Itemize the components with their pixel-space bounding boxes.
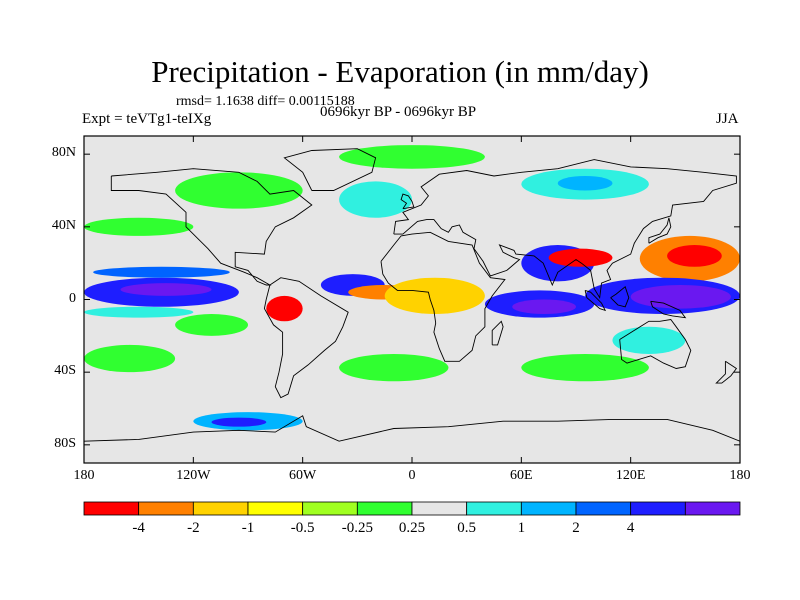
anomaly-amazon-dry <box>266 295 303 322</box>
anomaly-siberia-light <box>557 175 613 191</box>
anomaly-itcz-pacific-north <box>93 266 230 278</box>
colorbar-label: -0.5 <box>290 520 315 536</box>
colorbar-swatch <box>411 501 468 516</box>
anomaly-north-pacific-band <box>84 217 194 236</box>
colorbar-swatch <box>356 501 413 516</box>
colorbar-label: 0.25 <box>398 520 426 536</box>
plot-title: Precipitation - Evaporation (in mm/day) <box>151 54 649 89</box>
lon-label: 120E <box>615 468 646 483</box>
coastline-new-zealand <box>715 360 738 384</box>
colorbar-label: -4 <box>132 520 145 536</box>
anomaly-east-pacific-green <box>175 314 248 336</box>
coastline-new-guinea <box>650 300 687 319</box>
colorbar <box>83 501 741 516</box>
colorbar-swatch <box>466 501 522 516</box>
colorbar-swatch <box>83 501 140 516</box>
lon-label: 180 <box>729 468 751 483</box>
anomaly-maritime-core <box>630 284 731 309</box>
colorbar-swatch <box>575 501 632 516</box>
anomaly-north-atlantic-wet <box>339 181 412 218</box>
season-label: JJA <box>716 111 739 127</box>
experiment-label: Expt = teVTg1-teIXg <box>82 111 212 127</box>
lat-label: 40N <box>51 217 76 233</box>
colorbar-swatch <box>684 501 741 516</box>
anomaly-arctic-green <box>339 145 485 169</box>
lat-label: 0 <box>69 290 76 306</box>
anomaly-africa-dry-edge <box>384 277 485 315</box>
axis-ticks <box>83 136 741 463</box>
colorbar-swatch <box>192 501 249 516</box>
coastline-uk <box>400 193 415 210</box>
colorbar-swatch <box>302 501 358 516</box>
coastline-sumatra <box>584 289 607 312</box>
anomaly-southern-ocean-core <box>211 417 267 427</box>
lat-label: 80S <box>54 435 76 451</box>
coastline-antarctica <box>84 415 740 442</box>
colorbar-label: 4 <box>626 520 635 536</box>
anomaly-indian-ocean-core <box>512 299 576 315</box>
colorbar-label: -1 <box>241 520 255 536</box>
anomaly-india-dry <box>548 248 613 267</box>
coastline-layer <box>84 148 740 442</box>
colorbar-label: -2 <box>187 520 200 536</box>
anomaly-south-atlantic-green <box>339 354 449 382</box>
anomaly-itcz-pacific-south <box>84 306 194 318</box>
lon-label: 60E <box>510 468 533 483</box>
coastline-japan <box>648 217 672 244</box>
lat-label: 80N <box>51 145 76 161</box>
lon-label: 180 <box>73 468 95 483</box>
lon-label: 120W <box>176 468 211 483</box>
anomaly-wpac-dry-core <box>667 245 722 267</box>
lat-label: 40S <box>54 363 76 379</box>
anomaly-canada-green <box>175 172 303 209</box>
coastline-madagascar <box>491 320 504 346</box>
coastline-greenland <box>283 148 377 191</box>
colorbar-swatch <box>138 501 194 516</box>
colorbar-swatch <box>630 501 686 516</box>
coastline-europe-asia <box>393 159 737 300</box>
lon-label: 0 <box>408 468 416 483</box>
coastline-borneo <box>610 286 630 308</box>
coastline-africa <box>380 231 506 362</box>
anomaly-itcz-pacific-core <box>120 283 212 296</box>
anomaly-australia-wet <box>612 326 686 354</box>
colorbar-swatch <box>520 501 577 516</box>
lon-label: 60W <box>289 468 317 483</box>
colorbar-label: 2 <box>572 520 580 536</box>
coastline-north-america <box>110 168 313 286</box>
colorbar-swatch <box>247 501 304 516</box>
stats-label: rmsd= 1.1638 diff= 0.00115188 <box>176 94 355 109</box>
anomaly-layer <box>84 145 740 431</box>
anomaly-south-indian-green <box>521 354 649 382</box>
anomaly-south-pacific-green <box>84 344 176 373</box>
colorbar-label: -0.25 <box>341 520 373 536</box>
coastline-australia <box>619 319 692 369</box>
colorbar-label: 1 <box>517 520 526 536</box>
coastline-south-america <box>263 277 349 399</box>
period-label: 0696kyr BP - 0696kyr BP <box>320 104 477 120</box>
colorbar-label: 0.5 <box>457 520 477 536</box>
